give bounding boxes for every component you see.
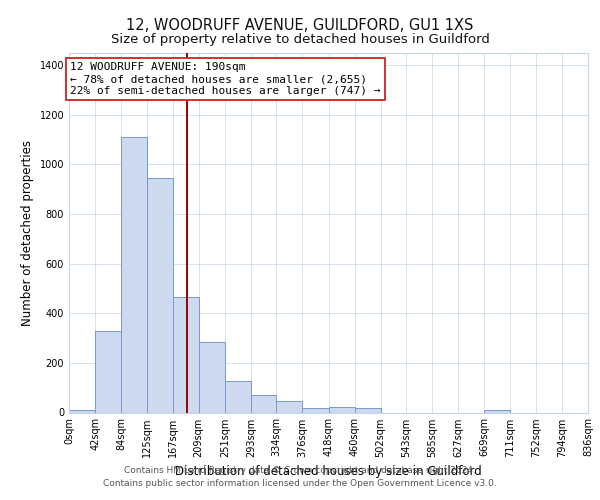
Text: Size of property relative to detached houses in Guildford: Size of property relative to detached ho… (110, 32, 490, 46)
Y-axis label: Number of detached properties: Number of detached properties (21, 140, 34, 326)
Bar (277, 402, 302, 412)
Bar (121, 137, 146, 412)
X-axis label: Distribution of detached houses by size in Guildford: Distribution of detached houses by size … (175, 465, 482, 478)
Bar (146, 178, 173, 412)
Bar (173, 297, 199, 412)
Bar (484, 410, 511, 412)
Bar (69, 410, 95, 412)
Bar (302, 408, 329, 412)
Bar (329, 407, 355, 412)
Bar (251, 395, 277, 412)
Text: 12, WOODRUFF AVENUE, GUILDFORD, GU1 1XS: 12, WOODRUFF AVENUE, GUILDFORD, GU1 1XS (127, 18, 473, 32)
Text: 12 WOODRUFF AVENUE: 190sqm
← 78% of detached houses are smaller (2,655)
22% of s: 12 WOODRUFF AVENUE: 190sqm ← 78% of deta… (70, 62, 381, 96)
Bar (95, 331, 121, 412)
Bar (199, 342, 225, 412)
Bar (355, 408, 380, 412)
Bar (225, 381, 251, 412)
Text: Contains HM Land Registry data © Crown copyright and database right 2024.
Contai: Contains HM Land Registry data © Crown c… (103, 466, 497, 487)
